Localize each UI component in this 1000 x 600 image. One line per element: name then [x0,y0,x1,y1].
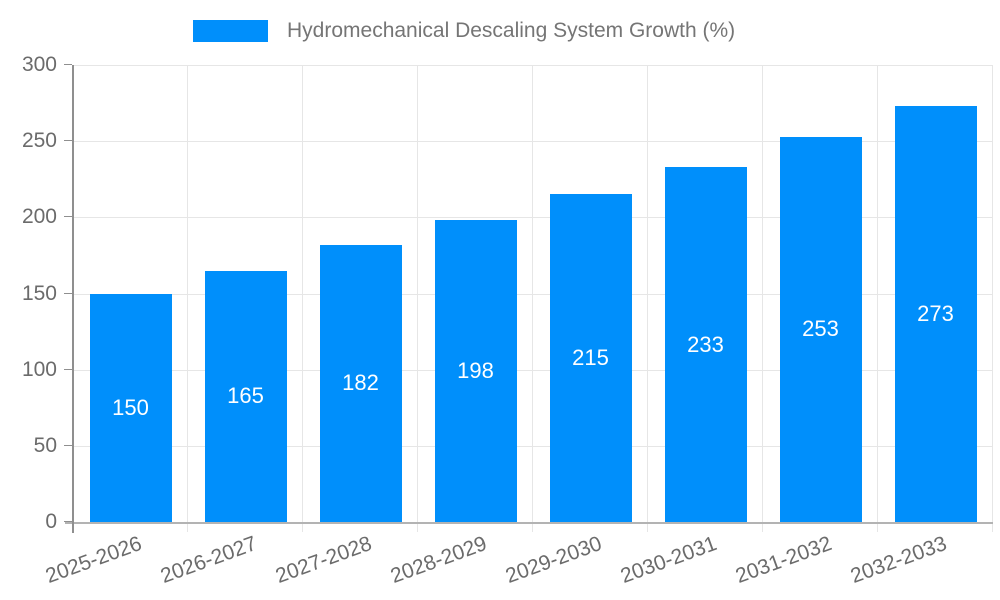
gridline-vertical [417,65,418,532]
legend-item[interactable]: Hydromechanical Descaling System Growth … [193,20,735,42]
y-axis-tick-label: 250 [21,129,57,153]
bar[interactable]: 215 [549,194,632,522]
bar-value-label: 198 [457,358,494,384]
y-axis-tick-label: 200 [21,205,57,229]
bar-value-label: 253 [802,316,839,342]
legend-swatch [193,20,268,42]
gridline-vertical [877,65,878,532]
gridline-horizontal [73,141,993,143]
bar[interactable]: 273 [894,106,977,522]
gridline-horizontal [73,293,993,295]
plot-area: 0 50 100 150 200 250 300 150 165 182 198 215 233 253 2… [22,53,993,588]
y-axis-tick-label: 150 [21,281,57,305]
gridline-horizontal [73,369,993,371]
bar-value-label: 165 [227,383,264,409]
bar[interactable]: 150 [89,293,172,522]
y-axis-line [72,65,74,533]
y-axis-tick [64,368,72,370]
gridline-vertical [762,65,763,532]
x-axis-line [65,522,993,524]
y-axis-tick-label: 300 [21,53,57,76]
gridline-vertical [187,65,188,532]
y-axis-tick-label: 0 [45,510,57,533]
gridline-vertical [302,65,303,532]
bar[interactable]: 233 [664,167,747,522]
y-axis-tick [64,292,72,294]
legend-label: Hydromechanical Descaling System Growth … [287,19,736,42]
bar[interactable]: 165 [204,270,287,522]
gridline-vertical [647,65,648,532]
gridline-vertical [992,65,993,532]
bar-value-label: 182 [342,370,379,396]
bar[interactable]: 198 [434,220,517,522]
y-axis-tick [64,216,72,218]
bar-value-label: 233 [687,331,724,357]
y-axis-tick-label: 100 [21,357,57,381]
bar-value-label: 273 [917,301,954,327]
y-axis-tick [64,444,72,446]
bar[interactable]: 253 [779,136,862,522]
gridline-horizontal [73,217,993,219]
y-axis-tick [64,64,72,65]
gridline-horizontal [73,65,993,66]
bar-value-label: 215 [572,345,609,371]
y-axis-tick [64,140,72,142]
bar-value-label: 150 [112,394,149,420]
gridline-vertical [532,65,533,532]
gridline-horizontal [73,445,993,447]
y-axis-tick [64,521,72,522]
y-axis-tick-label: 50 [33,433,57,457]
bar[interactable]: 182 [319,244,402,522]
